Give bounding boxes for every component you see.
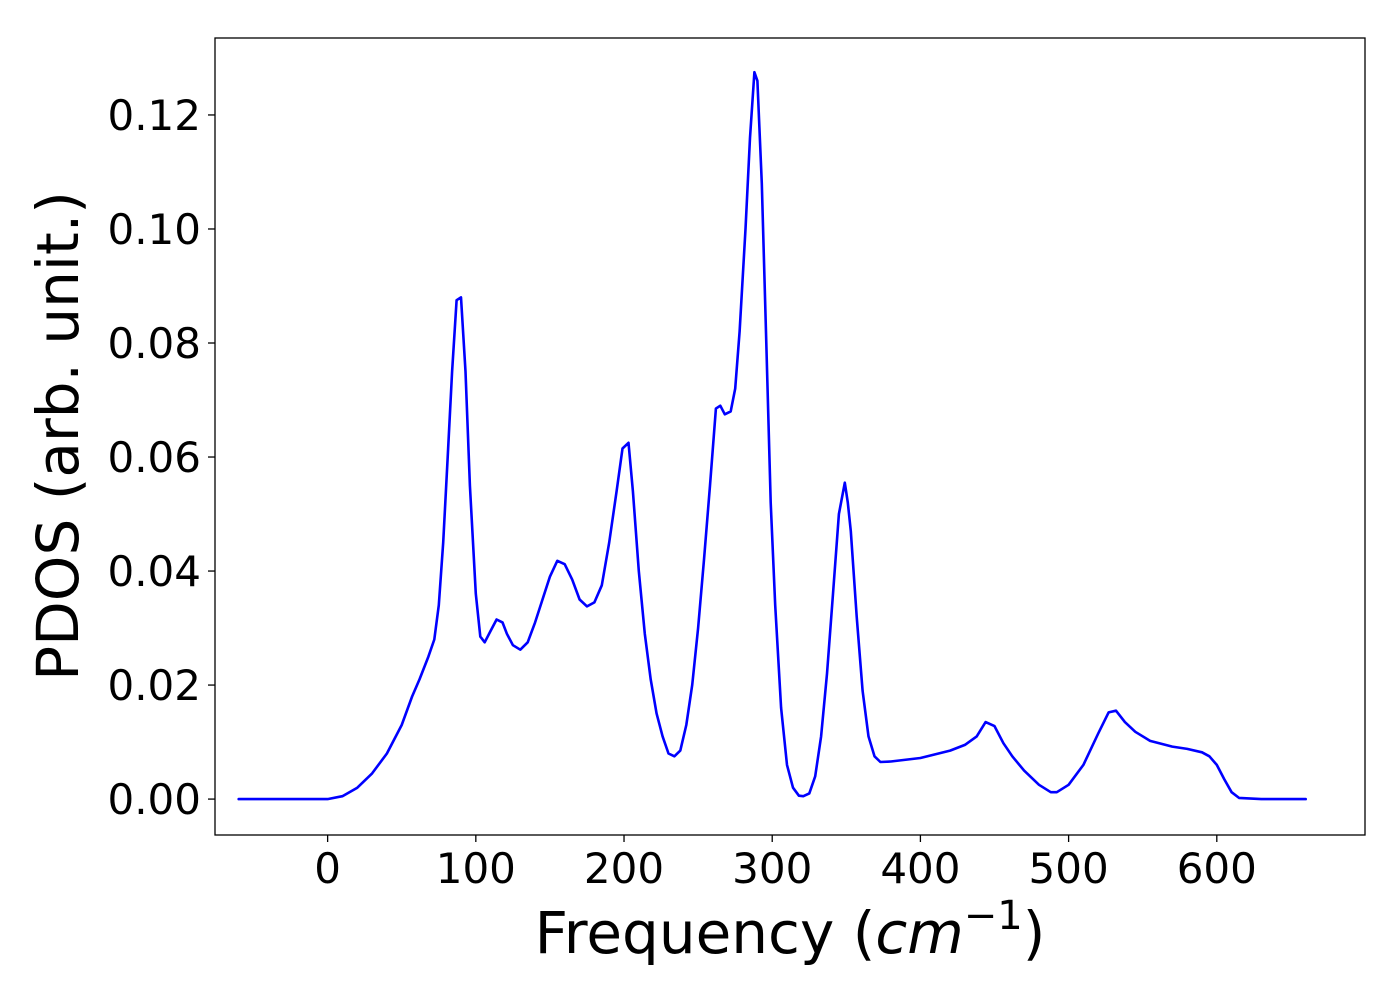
x-tick-label: 600 bbox=[1177, 844, 1257, 893]
y-tick-label: 0.00 bbox=[107, 775, 201, 824]
y-tick-label: 0.10 bbox=[107, 205, 201, 254]
y-tick-label: 0.12 bbox=[107, 91, 201, 140]
data-layer bbox=[237, 70, 1307, 801]
x-tick-label: 500 bbox=[1029, 844, 1109, 893]
y-tick-label: 0.08 bbox=[107, 319, 201, 368]
y-axis: 0.00 0.02 0.04 0.06 0.08 0.10 0.12 bbox=[107, 91, 215, 824]
x-tick-label: 200 bbox=[584, 844, 664, 893]
y-tick-label: 0.02 bbox=[107, 661, 201, 710]
x-axis: 0 100 200 300 400 500 600 bbox=[314, 835, 1257, 893]
y-tick-label: 0.06 bbox=[107, 433, 201, 482]
y-axis-title: PDOS (arb. unit.) bbox=[24, 191, 92, 681]
x-tick-label: 400 bbox=[880, 844, 960, 893]
y-tick-label: 0.04 bbox=[107, 547, 201, 596]
plot-frame bbox=[214, 37, 1366, 836]
x-tick-label: 0 bbox=[314, 844, 341, 893]
x-tick-label: 300 bbox=[732, 844, 812, 893]
x-axis-title: Frequency (cm−1) bbox=[535, 893, 1046, 967]
x-tick-label: 100 bbox=[436, 844, 516, 893]
pdos-series-line bbox=[237, 70, 1307, 801]
